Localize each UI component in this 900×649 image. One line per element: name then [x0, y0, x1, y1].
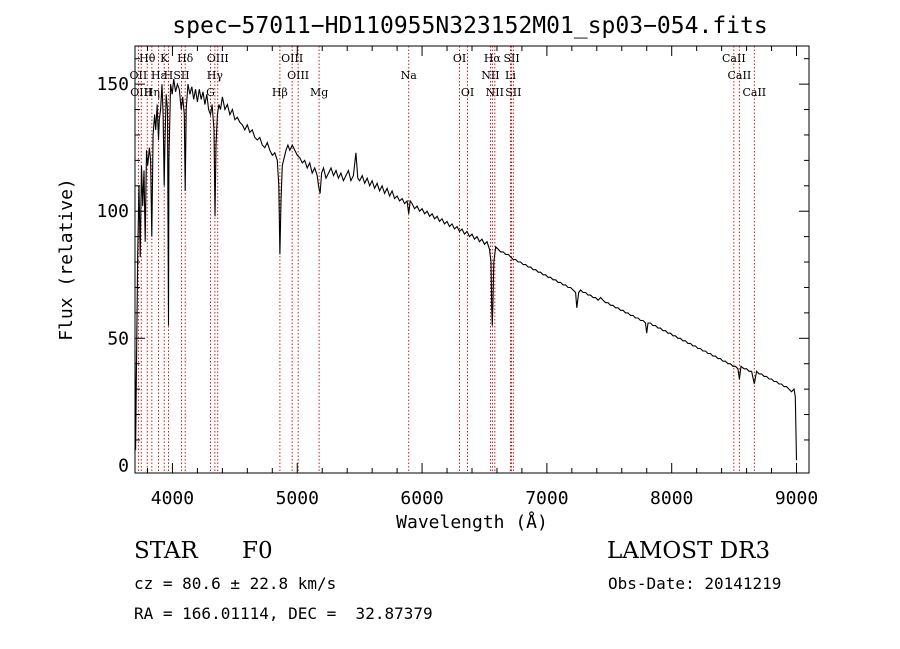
line-label: OIII: [287, 69, 309, 82]
spectral-subclass: F0: [242, 538, 273, 564]
line-label: CaII: [742, 86, 766, 99]
line-label: OI: [453, 52, 466, 65]
observation-date: Obs-Date: 20141219: [608, 574, 782, 593]
y-tick-label: 100: [96, 201, 129, 222]
x-tick-label: 5000: [276, 488, 319, 509]
y-tick-label: 50: [107, 328, 129, 349]
line-label: CaII: [728, 69, 752, 82]
line-label: Li: [505, 69, 516, 82]
x-tick-label: 4000: [151, 488, 194, 509]
axis-ticks: 4000 5000 6000 7000 8000 9000 0 50 100 150: [96, 46, 818, 509]
x-tick-label: 8000: [650, 488, 693, 509]
y-axis-label: Flux (relative): [56, 178, 77, 341]
line-label: OIII: [130, 86, 152, 99]
line-label: Hθ: [139, 52, 156, 65]
x-tick-label: 9000: [775, 488, 818, 509]
line-label: Na: [401, 69, 418, 82]
plot-frame: [134, 45, 810, 474]
line-label: SII: [503, 52, 519, 65]
line-label: OI: [461, 86, 474, 99]
line-label: Hε: [151, 69, 167, 82]
line-label: G: [206, 86, 215, 99]
line-label: Mg: [310, 86, 328, 99]
emission-line-markers: [137, 46, 755, 473]
x-tick-label: 7000: [525, 488, 568, 509]
chart-title: spec−57011−HD110955N323152M01_sp03−054.f…: [172, 13, 767, 39]
line-label: H: [164, 69, 174, 82]
line-label: NII: [481, 69, 499, 82]
spectrum-line: [134, 78, 798, 461]
line-label: Hα: [484, 52, 502, 65]
line-label: K: [160, 52, 169, 65]
coordinates: RA = 166.01114, DEC = 32.87379: [134, 604, 433, 623]
line-label: Hη: [144, 86, 160, 99]
line-label: SII: [173, 69, 189, 82]
line-label: Hγ: [207, 69, 224, 82]
line-label: Hδ: [177, 52, 194, 65]
line-label: OIII: [207, 52, 229, 65]
line-label: NII: [486, 86, 504, 99]
line-label: CaII: [722, 52, 746, 65]
y-tick-label: 150: [96, 74, 129, 95]
line-label: SII: [505, 86, 521, 99]
y-tick-label: 0: [118, 455, 129, 476]
line-label: Hβ: [272, 86, 288, 99]
redshift-cz: cz = 80.6 ± 22.8 km/s: [134, 574, 337, 593]
survey-name: LAMOST DR3: [607, 538, 771, 564]
line-label: OIII: [281, 52, 303, 65]
line-label: OII: [130, 69, 148, 82]
x-axis-label: Wavelength (Å): [396, 511, 548, 533]
x-tick-label: 6000: [400, 488, 443, 509]
object-type: STAR: [134, 538, 198, 564]
